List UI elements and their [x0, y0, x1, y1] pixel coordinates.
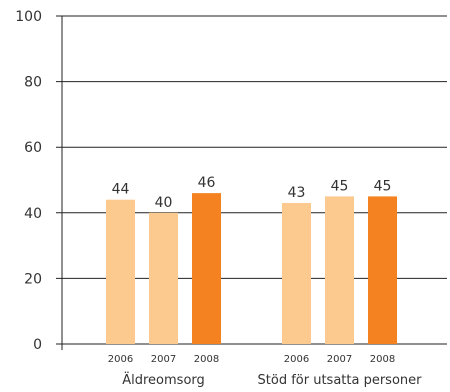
data-label: 44 — [112, 182, 130, 198]
labels: 0 20 40 60 80 100 44 2006 40 2007 46 2008 Äldreomsor… — [15, 9, 422, 388]
x-tick-label: 2008 — [370, 354, 395, 365]
bar-2-2006 — [282, 202, 311, 344]
y-tick-label: 80 — [24, 75, 42, 91]
y-tick-label: 40 — [24, 206, 42, 222]
data-label: 46 — [198, 175, 216, 191]
data-label: 40 — [155, 195, 173, 211]
bar-1-2008 — [192, 193, 221, 344]
group-label: Stöd för utsatta personer — [258, 373, 423, 388]
x-tick-label: 2006 — [108, 354, 133, 365]
bar-1-2006 — [106, 199, 135, 344]
y-tick-label: 0 — [33, 337, 42, 353]
bar-2-2007 — [325, 196, 354, 344]
data-label: 45 — [331, 178, 349, 194]
bars — [106, 193, 397, 344]
y-tick-label: 100 — [15, 9, 42, 25]
group-label: Äldreomsorg — [122, 372, 205, 388]
y-tick-label: 20 — [24, 271, 42, 287]
bar-2-2008 — [368, 196, 397, 344]
data-label: 43 — [288, 185, 306, 201]
x-tick-label: 2007 — [151, 354, 176, 365]
x-tick-label: 2008 — [194, 354, 219, 365]
x-tick-label: 2006 — [284, 354, 309, 365]
y-tick-label: 60 — [24, 140, 42, 156]
x-tick-label: 2007 — [327, 354, 352, 365]
bar-1-2007 — [149, 212, 178, 344]
data-label: 45 — [374, 178, 392, 194]
